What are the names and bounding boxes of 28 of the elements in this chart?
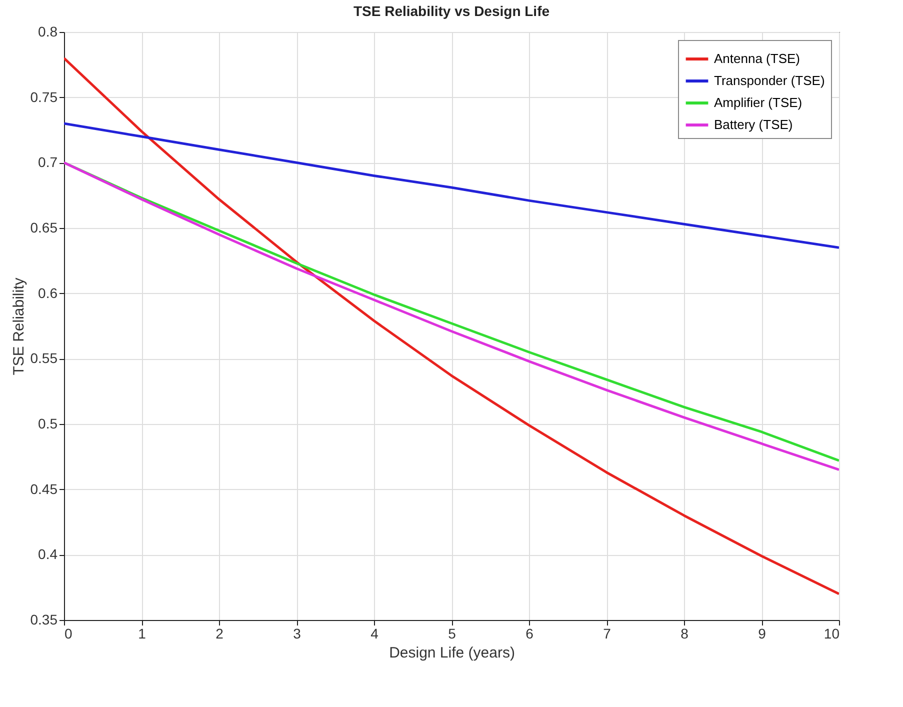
x-tick-label: 10 bbox=[824, 626, 840, 642]
y-tick-label: 0.4 bbox=[38, 546, 58, 562]
x-tick-label: 0 bbox=[64, 626, 72, 642]
x-tick-label: 4 bbox=[370, 626, 379, 642]
y-tick-label: 0.45 bbox=[30, 480, 58, 497]
x-tick-label: 9 bbox=[758, 626, 766, 642]
y-tick-label: 0.55 bbox=[30, 350, 58, 366]
y-tick-label: 0.7 bbox=[38, 154, 58, 170]
y-axis-title: TSE Reliability bbox=[10, 277, 28, 376]
x-tick-label: 2 bbox=[216, 626, 224, 642]
y-tick-label: 0.6 bbox=[38, 284, 58, 301]
y-tick-label: 0.35 bbox=[30, 612, 58, 628]
y-tick-label: 0.8 bbox=[38, 24, 58, 40]
y-tick-label: 0.5 bbox=[38, 416, 58, 432]
x-tick-label: 8 bbox=[680, 626, 689, 642]
legend-label: Battery (TSE) bbox=[714, 117, 793, 132]
x-tick-label: 5 bbox=[448, 626, 456, 642]
x-tick-label: 6 bbox=[526, 626, 534, 642]
y-tick-label: 0.75 bbox=[30, 88, 58, 105]
legend-label: Transponder (TSE) bbox=[714, 73, 825, 88]
x-tick-label: 3 bbox=[293, 626, 302, 642]
x-tick-label: 7 bbox=[603, 626, 612, 642]
y-tick-label: 0.65 bbox=[30, 220, 58, 236]
legend-label: Amplifier (TSE) bbox=[714, 95, 802, 110]
x-tick-label: 1 bbox=[138, 626, 146, 642]
chart-title: TSE Reliability vs Design Life bbox=[353, 3, 550, 19]
legend-label: Antenna (TSE) bbox=[714, 51, 800, 66]
x-axis-title: Design Life (years) bbox=[389, 644, 515, 662]
